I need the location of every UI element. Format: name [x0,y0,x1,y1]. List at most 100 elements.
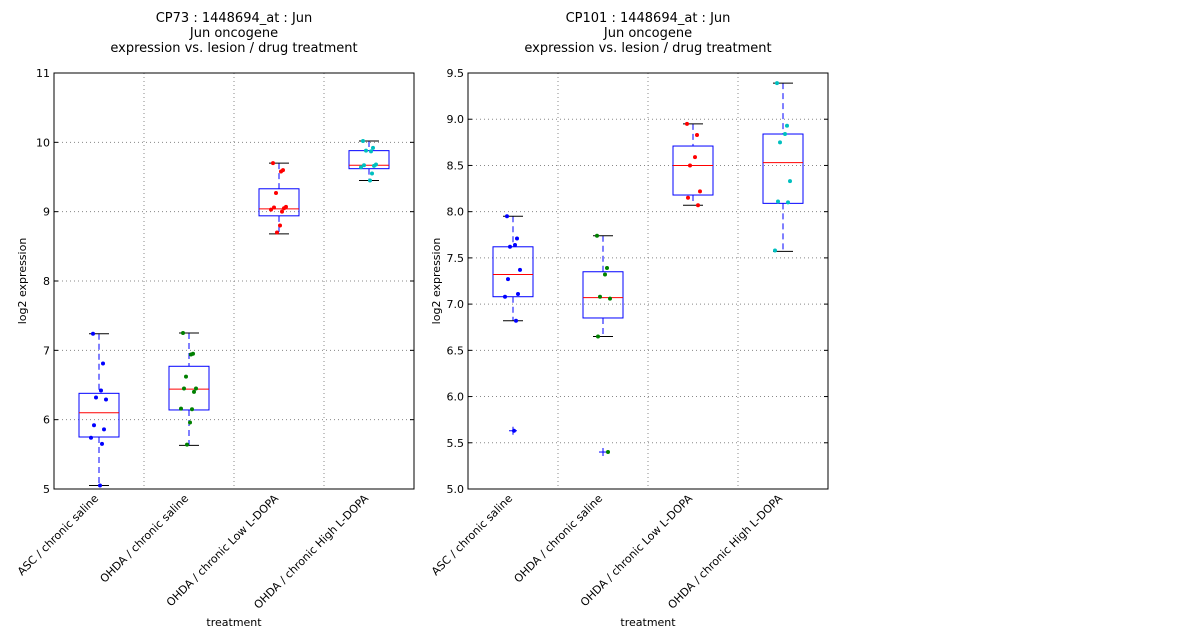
data-point [773,248,777,253]
box-3 [672,123,714,206]
y-tick-label: 5.5 [447,437,465,450]
data-point [100,441,104,446]
y-tick-label: 8 [43,275,50,288]
data-point [179,406,183,411]
data-point [189,352,193,357]
data-point [686,195,690,200]
data-point [606,450,610,455]
box-iqr [168,365,210,411]
x-tick-label: ASC / chronic saline [429,492,515,578]
box-4 [348,140,390,181]
data-point [685,121,689,126]
y-tick-label: 7 [43,344,50,357]
data-point [513,242,517,247]
data-point [608,296,612,301]
y-tick-label: 8.0 [447,206,465,219]
data-point [512,428,516,433]
chart-title-line: expression vs. lesion / drug treatment [110,41,357,56]
data-point [514,318,518,323]
data-point [271,161,275,166]
y-tick-label: 9.0 [447,113,465,126]
data-point [102,427,106,432]
data-point [518,267,522,272]
data-point [696,203,700,208]
data-point [693,155,697,160]
box-iqr [582,271,624,319]
data-point [188,420,192,425]
data-point [776,199,780,204]
data-point [361,138,365,143]
box-2 [582,235,624,457]
x-tick-label: OHDA / chronic saline [512,492,606,586]
chart-title-line: CP101 : 1448694_at : Jun [566,11,731,26]
data-point [185,442,189,447]
data-point [370,171,374,176]
data-point [280,209,284,214]
data-point [372,163,376,168]
data-point [515,236,519,241]
data-point [596,334,600,339]
x-tick-label: ASC / chronic saline [15,492,101,578]
box-iqr [762,133,804,204]
y-tick-label: 6.5 [447,344,465,357]
x-axis-label: treatment [206,616,262,629]
data-point [778,140,782,145]
data-point [190,407,194,412]
data-point [274,190,278,195]
data-point [785,123,789,128]
plot-frame [467,72,829,490]
plot-frame [53,72,415,490]
data-point [368,178,372,183]
data-point [506,277,510,282]
y-tick-label: 7.0 [447,298,465,311]
data-point [279,169,283,174]
data-point [272,205,276,210]
y-tick-label: 5 [43,483,50,496]
chart-title-line: Jun oncogene [603,26,692,41]
data-point [92,423,96,428]
y-axis-label: log2 expression [16,238,29,325]
y-tick-label: 6.0 [447,391,465,404]
data-point [783,132,787,137]
data-point [516,291,520,296]
box-1 [492,215,534,435]
box-4 [762,82,804,252]
y-tick-label: 6 [43,414,50,427]
y-tick-label: 7.5 [447,252,465,265]
data-point [698,189,702,194]
data-point [695,132,699,137]
data-point [788,179,792,184]
y-tick-label: 11 [36,67,50,80]
box-iqr [78,392,120,438]
data-point [89,435,93,440]
data-point [269,207,273,212]
data-point [98,483,102,488]
chart-title-line: Jun oncogene [189,26,278,41]
data-point [91,331,95,336]
x-axis-label: treatment [620,616,676,629]
y-axis-label: log2 expression [430,238,443,325]
box-1 [78,333,120,487]
data-point [275,230,279,235]
data-point [595,233,599,238]
data-point [371,145,375,150]
data-point [359,165,363,170]
chart-title-line: CP73 : 1448694_at : Jun [156,11,313,26]
chart-title-line: expression vs. lesion / drug treatment [524,41,771,56]
y-tick-label: 8.5 [447,159,465,172]
x-tick-label: OHDA / chronic saline [98,492,192,586]
y-tick-label: 9.5 [447,67,465,80]
data-point [775,81,779,86]
data-point [688,163,692,168]
box-iqr [258,188,300,217]
data-point [362,163,366,168]
data-point [101,361,105,366]
data-point [503,294,507,299]
box-3 [258,162,300,235]
data-point [194,386,198,391]
data-point [184,374,188,379]
y-tick-label: 10 [36,136,50,149]
data-point [605,266,609,271]
